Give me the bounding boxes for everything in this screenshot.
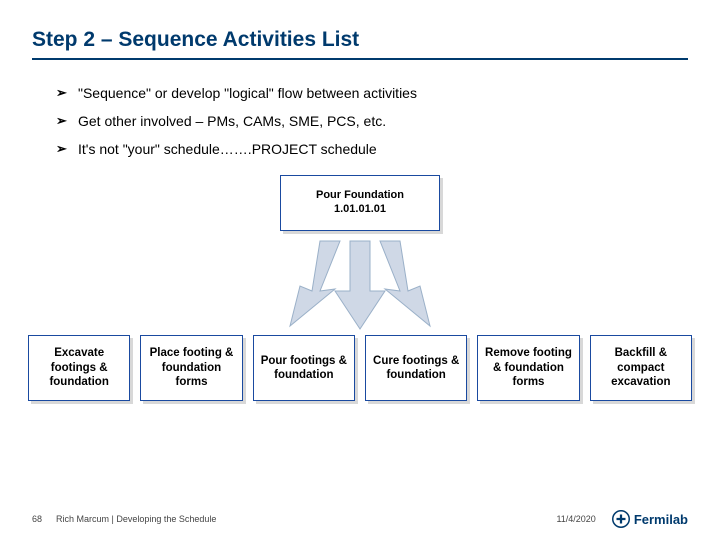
- list-item: ➢ "Sequence" or develop "logical" flow b…: [56, 84, 688, 102]
- arrows: [250, 231, 470, 331]
- activity-box: Cure footings & foundation: [365, 335, 467, 401]
- bullet-list: ➢ "Sequence" or develop "logical" flow b…: [32, 84, 688, 158]
- footer: 68 Rich Marcum | Developing the Schedule…: [32, 510, 688, 528]
- chevron-icon: ➢: [56, 140, 70, 158]
- arrow-mid-icon: [335, 241, 385, 329]
- activity-box: Place footing & foundation forms: [140, 335, 242, 401]
- slide-title: Step 2 – Sequence Activities List: [32, 28, 688, 52]
- bullet-text: Get other involved – PMs, CAMs, SME, PCS…: [78, 112, 386, 130]
- footer-right: 11/4/2020 Fermilab: [556, 510, 688, 528]
- footer-date: 11/4/2020: [556, 514, 595, 524]
- logo-icon: [612, 510, 630, 528]
- list-item: ➢ Get other involved – PMs, CAMs, SME, P…: [56, 112, 688, 130]
- chevron-icon: ➢: [56, 112, 70, 130]
- arrow-right-icon: [380, 241, 430, 326]
- activity-box: Remove footing & foundation forms: [477, 335, 579, 401]
- bullet-text: "Sequence" or develop "logical" flow bet…: [78, 84, 417, 102]
- arrow-left-icon: [290, 241, 340, 326]
- diagram: Pour Foundation 1.01.01.01 Excavate foot…: [0, 175, 720, 435]
- page-number: 68: [32, 514, 42, 524]
- list-item: ➢ It's not "your" schedule…….PROJECT sch…: [56, 140, 688, 158]
- activity-box: Pour footings & foundation: [253, 335, 355, 401]
- parent-activity-title: Pour Foundation: [316, 189, 404, 203]
- arrow-svg: [250, 231, 470, 331]
- title-rule: [32, 58, 688, 60]
- parent-activity-code: 1.01.01.01: [334, 203, 386, 217]
- logo: Fermilab: [612, 510, 688, 528]
- footer-credit: Rich Marcum | Developing the Schedule: [56, 514, 216, 524]
- activity-box: Backfill & compact excavation: [590, 335, 692, 401]
- activity-box: Excavate footings & foundation: [28, 335, 130, 401]
- footer-left: 68 Rich Marcum | Developing the Schedule: [32, 514, 216, 524]
- chevron-icon: ➢: [56, 84, 70, 102]
- bullet-text: It's not "your" schedule…….PROJECT sched…: [78, 140, 377, 158]
- parent-activity-box: Pour Foundation 1.01.01.01: [280, 175, 440, 231]
- activity-row: Excavate footings & foundation Place foo…: [28, 335, 692, 401]
- logo-text: Fermilab: [634, 512, 688, 527]
